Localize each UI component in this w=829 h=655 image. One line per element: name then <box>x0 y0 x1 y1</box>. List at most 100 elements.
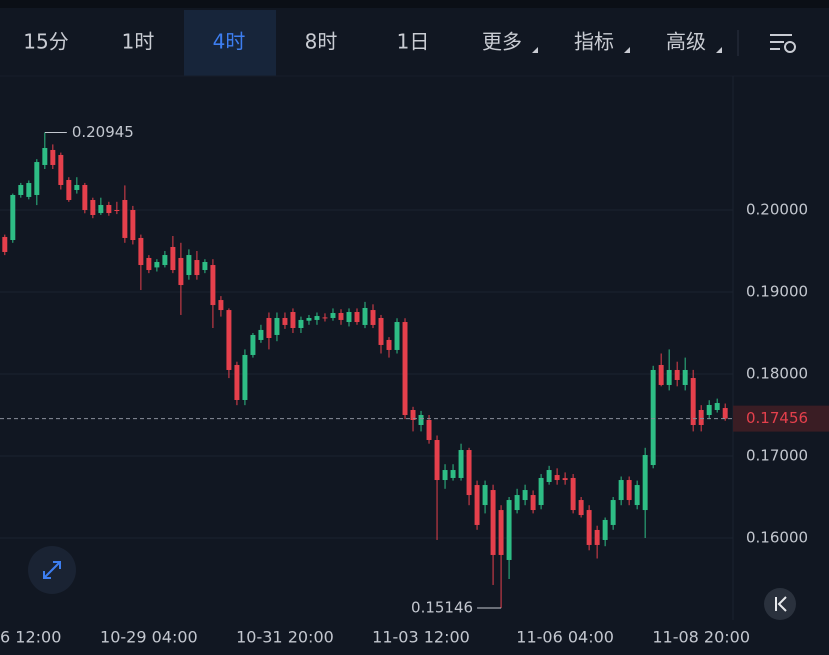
candle-body <box>618 480 624 501</box>
candle-body <box>458 450 464 478</box>
candle-body <box>634 485 640 506</box>
candle-body <box>298 319 304 328</box>
candle-body <box>378 317 384 345</box>
last-price-box <box>733 405 829 432</box>
x-tick-label: 10-31 20:00 <box>236 628 334 647</box>
tab[interactable]: 15分 <box>23 30 68 54</box>
candle-body <box>570 477 576 511</box>
candle-body <box>2 236 8 252</box>
candle-body <box>154 261 160 268</box>
candle-body <box>698 409 704 426</box>
x-tick-label: 10-29 04:00 <box>100 628 198 647</box>
candle-body <box>186 255 192 276</box>
max-label: 0.20945 <box>72 123 134 141</box>
candle-body <box>338 312 344 320</box>
candle-body <box>346 312 352 323</box>
candle-body <box>410 409 416 421</box>
candle-body <box>10 194 16 241</box>
candle-body <box>394 322 400 350</box>
candle-body <box>426 420 432 441</box>
candle-body <box>490 490 496 555</box>
tab[interactable]: 指标 <box>574 30 614 54</box>
y-tick-label: 0.18000 <box>746 365 808 383</box>
dropdown-caret <box>532 47 538 53</box>
min-label: 0.15146 <box>411 599 473 617</box>
candle-body <box>714 403 720 410</box>
candle-body <box>666 369 672 385</box>
candle-body <box>386 339 392 350</box>
candle-body <box>442 470 448 481</box>
candle-body <box>66 179 72 200</box>
candle-body <box>370 310 376 325</box>
candle-body <box>362 307 368 325</box>
candle-body <box>82 184 88 210</box>
candle-body <box>650 369 656 466</box>
candle-body <box>642 455 648 511</box>
candle-body <box>106 204 112 214</box>
candle-body <box>146 257 152 271</box>
tab[interactable]: 1时 <box>122 30 155 54</box>
candle-body <box>434 440 440 481</box>
y-tick-label: 0.17000 <box>746 447 808 465</box>
candle-body <box>474 485 480 525</box>
candle-body <box>514 495 520 511</box>
candle-body <box>450 470 456 478</box>
candle-body <box>418 415 424 426</box>
candle-body <box>242 354 248 400</box>
active-tab-bg <box>184 10 276 76</box>
candle-body <box>402 322 408 415</box>
candle-body <box>218 300 224 311</box>
candle-body <box>138 237 144 266</box>
candle-body <box>74 184 80 190</box>
tab[interactable]: 更多 <box>482 30 522 54</box>
candle-body <box>42 148 48 165</box>
x-tick-label: 11-03 12:00 <box>372 628 470 647</box>
candle-body <box>122 199 128 238</box>
candle-body <box>594 529 600 545</box>
expand-icon <box>43 561 61 579</box>
candle-body <box>722 408 728 419</box>
scroll-icon <box>775 596 787 612</box>
candle-body <box>210 265 216 306</box>
candle-body <box>266 317 272 339</box>
tab[interactable]: 4时 <box>213 30 246 54</box>
candle-body <box>354 312 360 323</box>
candle-body <box>466 450 472 496</box>
candle-body <box>538 477 544 506</box>
candle-body <box>50 149 56 165</box>
dropdown-caret <box>624 47 630 53</box>
candle-body <box>506 500 512 560</box>
candle-body <box>522 490 528 501</box>
candle-body <box>58 154 64 185</box>
candle-body <box>314 316 320 320</box>
candle-body <box>706 404 712 415</box>
candle-body <box>658 364 664 385</box>
candle-body <box>586 510 592 545</box>
tab[interactable]: 高级 <box>666 30 706 54</box>
tab[interactable]: 8时 <box>305 30 338 54</box>
toolbar: 15分 1时 4时 8时 1日 更多 指标 高级 <box>23 10 722 76</box>
candle-body <box>674 369 680 380</box>
x-tick-label: 11-08 20:00 <box>652 628 750 647</box>
icon-gear <box>784 41 796 53</box>
settings-icon[interactable] <box>770 34 796 53</box>
candle-body <box>98 204 104 214</box>
expand-button[interactable] <box>28 546 76 594</box>
scroll-end-button[interactable] <box>764 588 796 620</box>
candle-body <box>562 478 568 481</box>
candle-body <box>202 261 208 271</box>
candle-body <box>578 500 584 516</box>
y-tick-label: 0.16000 <box>746 529 808 547</box>
candle-body <box>330 312 336 318</box>
candle-body <box>554 475 560 481</box>
candle-body <box>194 260 200 276</box>
candle-body <box>626 480 632 501</box>
candle-body <box>114 210 120 211</box>
candle-body <box>546 470 552 482</box>
candle-body <box>34 162 40 195</box>
candle-body <box>130 210 136 241</box>
candle-body <box>234 364 240 400</box>
dropdown-caret <box>716 47 722 53</box>
tab[interactable]: 1日 <box>397 30 430 54</box>
